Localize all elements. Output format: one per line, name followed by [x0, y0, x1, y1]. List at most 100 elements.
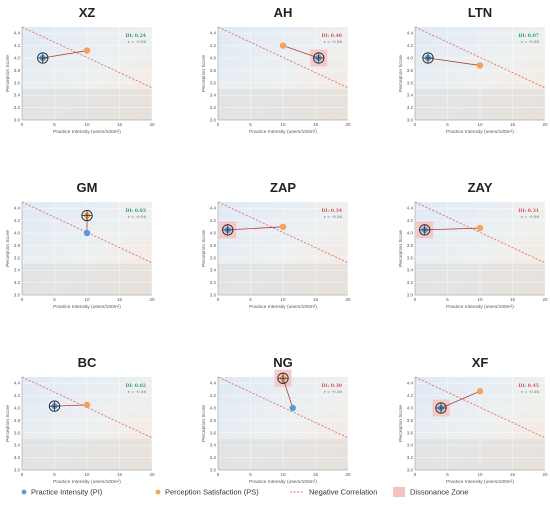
y-tick-label: 3.4 — [407, 93, 414, 98]
legend: Practice Intensity (PI) Perception Satisf… — [21, 487, 468, 497]
y-tick-label: 4.0 — [14, 231, 21, 236]
correlation-label: r = -0.56 — [128, 389, 147, 394]
x-tick-label: 0 — [414, 122, 417, 127]
y-tick-label: 4.4 — [407, 381, 414, 386]
legend-ps-marker — [155, 489, 161, 495]
negative-correlation-line — [217, 201, 349, 264]
y-tick-label: 3.4 — [14, 93, 21, 98]
y-tick-label: 3.6 — [210, 255, 217, 260]
y-tick-label: 4.4 — [210, 31, 217, 36]
y-tick-label: 3.4 — [14, 443, 21, 448]
legend-label: Dissonance Zone — [410, 488, 468, 497]
x-axis-label: Practice Intensity (users/100m²) — [446, 129, 514, 135]
y-tick-label: 3.2 — [14, 105, 21, 110]
negative-correlation-line — [414, 376, 546, 439]
y-tick-label: 4.0 — [210, 56, 217, 61]
panel-title: LTN — [468, 5, 492, 20]
y-tick-label: 3.4 — [210, 443, 217, 448]
y-tick-label: 3.8 — [14, 68, 21, 73]
y-tick-label: 3.4 — [210, 268, 217, 273]
x-tick-label: 0 — [217, 472, 220, 477]
y-tick-label: 4.0 — [407, 231, 414, 236]
panel-ng: NG 3.0 3.2 3.4 3.6 3.8 4.0 4.2 4.4 0 5 10 15 20 Practi… — [201, 355, 351, 485]
legend-label: Perception Satisfaction (PS) — [165, 488, 259, 497]
di-label: DI: 0.03 — [125, 208, 146, 214]
y-axis-label: Perception Score — [398, 230, 404, 267]
pi-ps-connector — [227, 226, 284, 231]
panel-zay: ZAY 3.0 3.2 3.4 3.6 3.8 4.0 4.2 4.4 0 5 10 15 20 Pract… — [398, 180, 548, 310]
x-tick-label: 10 — [280, 297, 286, 302]
x-tick-label: 5 — [53, 297, 56, 302]
y-tick-label: 3.0 — [14, 293, 21, 298]
panel-zap: ZAP 3.0 3.2 3.4 3.6 3.8 4.0 4.2 4.4 0 5 10 15 20 Pract… — [201, 180, 351, 310]
panel-title: AH — [274, 5, 293, 20]
di-label: DI: 0.34 — [321, 208, 342, 214]
x-tick-label: 20 — [149, 122, 155, 127]
x-tick-label: 5 — [249, 472, 252, 477]
negative-correlation-line — [21, 26, 153, 89]
pi-point — [83, 229, 91, 237]
x-tick-label: 20 — [149, 297, 155, 302]
x-tick-label: 0 — [217, 122, 220, 127]
y-axis-label: Perception Score — [201, 230, 207, 267]
y-tick-label: 4.2 — [14, 43, 21, 48]
correlation-label: r = -0.56 — [521, 389, 540, 394]
y-tick-label: 3.6 — [210, 80, 217, 85]
x-tick-label: 5 — [53, 122, 56, 127]
panel-bc: BC 3.0 3.2 3.4 3.6 3.8 4.0 4.2 4.4 0 5 10 15 20 Practi… — [5, 355, 155, 485]
y-tick-label: 3.4 — [210, 93, 217, 98]
y-tick-label: 3.6 — [407, 80, 414, 85]
ps-point — [476, 62, 484, 69]
y-axis-label: Perception Score — [5, 405, 11, 442]
correlation-label: r = -0.56 — [324, 39, 343, 44]
negative-correlation-line — [217, 26, 349, 89]
y-tick-label: 4.0 — [14, 406, 21, 411]
y-tick-label: 3.0 — [407, 293, 414, 298]
y-tick-label: 3.6 — [14, 80, 21, 85]
y-axis-label: Perception Score — [201, 405, 207, 442]
y-tick-label: 4.2 — [14, 393, 21, 398]
y-tick-label: 4.4 — [14, 31, 21, 36]
panel-title: XF — [472, 355, 489, 370]
x-axis-label: Practice Intensity (users/100m²) — [53, 304, 121, 310]
x-axis-label: Practice Intensity (users/100m²) — [249, 479, 317, 485]
legend-zone-marker — [393, 487, 405, 497]
correlation-label: r = -0.56 — [521, 214, 540, 219]
legend-item: Negative Correlation — [290, 488, 377, 497]
x-tick-label: 15 — [313, 122, 319, 127]
y-tick-label: 4.2 — [14, 218, 21, 223]
x-tick-label: 20 — [345, 122, 351, 127]
y-tick-label: 4.4 — [407, 31, 414, 36]
x-tick-label: 10 — [280, 472, 286, 477]
y-tick-label: 4.4 — [14, 381, 21, 386]
x-tick-label: 10 — [477, 297, 483, 302]
panel-ah: AH 3.0 3.2 3.4 3.6 3.8 4.0 4.2 4.4 0 5 10 15 20 Practi… — [201, 5, 351, 135]
panel-title: BC — [78, 355, 97, 370]
legend-label: Negative Correlation — [309, 488, 377, 497]
ps-point — [476, 388, 484, 395]
x-tick-label: 10 — [84, 297, 90, 302]
pi-ps-connector — [282, 45, 319, 59]
x-tick-label: 0 — [21, 122, 24, 127]
x-tick-label: 15 — [117, 122, 123, 127]
correlation-label: r = -0.56 — [128, 39, 147, 44]
y-tick-label: 4.4 — [407, 206, 414, 211]
negative-correlation-line — [21, 376, 153, 439]
x-tick-label: 20 — [542, 297, 548, 302]
y-tick-label: 4.2 — [210, 393, 217, 398]
x-tick-label: 15 — [117, 297, 123, 302]
y-tick-label: 3.0 — [210, 118, 217, 123]
y-axis-label: Perception Score — [5, 230, 11, 267]
y-axis-label: Perception Score — [398, 55, 404, 92]
y-tick-label: 3.2 — [14, 280, 21, 285]
y-tick-label: 3.8 — [407, 68, 414, 73]
x-tick-label: 5 — [249, 122, 252, 127]
y-tick-label: 3.8 — [14, 243, 21, 248]
y-tick-label: 3.4 — [407, 443, 414, 448]
x-axis-label: Practice Intensity (users/100m²) — [53, 129, 121, 135]
y-tick-label: 3.6 — [210, 430, 217, 435]
y-tick-label: 3.2 — [210, 455, 217, 460]
x-tick-label: 10 — [477, 122, 483, 127]
negative-correlation-line — [21, 201, 153, 264]
x-tick-label: 15 — [313, 472, 319, 477]
